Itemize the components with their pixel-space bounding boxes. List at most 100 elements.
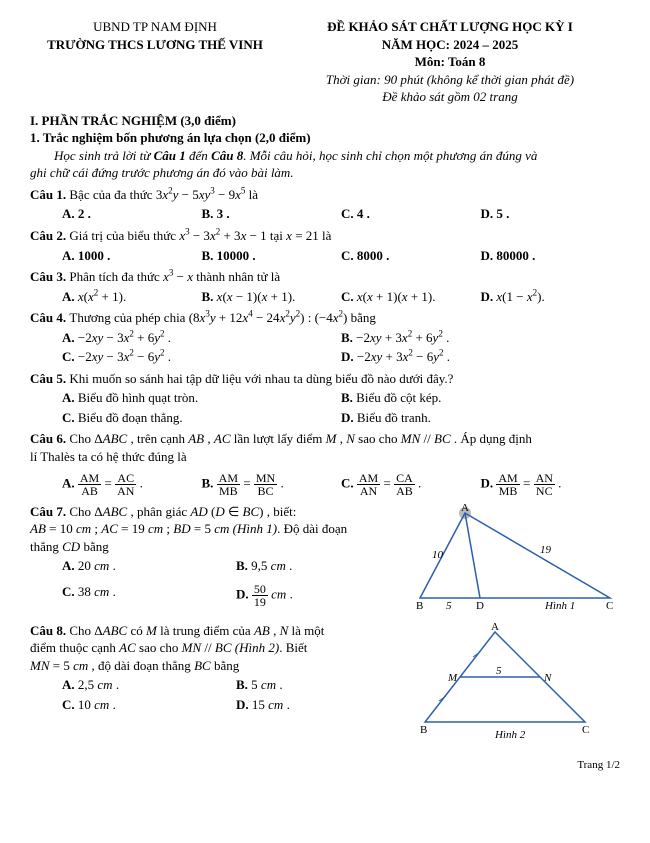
q6-D: D. AMMB = ANNC . (481, 472, 621, 497)
q3-A: A. x(x2 + 1). (62, 288, 202, 306)
q6-stem1: Cho ΔABC , trên cạnh AB , AC lần lượt lấ… (69, 431, 532, 446)
question-6: Câu 6. Cho ΔABC , trên cạnh AB , AC lần … (30, 430, 620, 448)
question-2: Câu 2. Giá trị của biểu thức x3 − 3x2 + … (30, 227, 620, 245)
q1-C: C. 4 . (341, 205, 481, 223)
q6-A: A. AMAB = ACAN . (62, 472, 202, 497)
q8-options: A. 2,5 cm . B. 5 cm . C. 10 cm . D. 15 c… (62, 674, 410, 713)
q6-A-d2: AN (115, 485, 136, 497)
q6-C-n2: CA (394, 472, 415, 485)
figure-1: A B D C 10 19 5 Hình 1 (410, 503, 620, 618)
q6-D-n1: AM (496, 472, 519, 485)
caption-1: Hình 1 (544, 600, 575, 612)
q7-line2: AB = 10 cm ; AC = 19 cm ; BD = 5 cm (Hìn… (30, 520, 410, 538)
q7-line3: thẳng CD bằng (30, 538, 410, 556)
q6-B-label: B. (202, 475, 214, 490)
q1-stem: Bậc của đa thức 3x2y − 5xy3 − 9x5 là (69, 187, 258, 202)
q4-num: Câu 4. (30, 310, 69, 325)
q1-num: Câu 1. (30, 187, 69, 202)
q2-A: A. 1000 . (62, 247, 202, 265)
question-4: Câu 4. Thương của phép chia (8x3y + 12x4… (30, 309, 620, 327)
q3-D: D. x(1 − x2). (481, 288, 621, 306)
len-mn: 5 (496, 665, 502, 677)
q3-B: B. x(x − 1)(x + 1). (202, 288, 342, 306)
q6-C-eq: = (383, 475, 390, 490)
q1-D: D. 5 . (481, 205, 621, 223)
q6-A-label: A. (62, 475, 75, 490)
q6-stem2: lí Thalès ta có hệ thức đúng là (30, 448, 620, 466)
q3-num: Câu 3. (30, 269, 69, 284)
subject: Môn: Toán 8 (280, 53, 620, 71)
q4-C: C. −2xy − 3x2 − 6y2 . (62, 348, 341, 366)
figure-1-svg: A B D C 10 19 5 Hình 1 (410, 503, 620, 618)
header: UBND TP NAM ĐỊNH TRƯỜNG THCS LƯƠNG THẾ V… (30, 18, 620, 106)
label-B: B (416, 600, 423, 612)
q8-stem1: Cho ΔABC có M là trung điểm của AB , N l… (69, 623, 324, 638)
q7-B: B. 9,5 cm . (236, 557, 410, 575)
q6-B-dot: . (280, 475, 283, 490)
instruction-line1: Học sinh trả lời từ Câu 1 đến Câu 8. Mỗi… (54, 147, 620, 165)
q6-B-d1: MB (217, 485, 240, 497)
instr-text: Học sinh trả lời từ Câu 1 đến Câu 8. Mỗi… (54, 148, 537, 163)
q4-A: A. −2xy − 3x2 + 6y2 . (62, 329, 341, 347)
q7-D: D. 5019 cm . (236, 583, 410, 608)
year: NĂM HỌC: 2024 – 2025 (280, 36, 620, 54)
q6-D-dot: . (558, 475, 561, 490)
q8-line2: điểm thuộc cạnh AC sao cho MN // BC (Hìn… (30, 639, 410, 657)
q6-A-eq: = (104, 475, 111, 490)
q3-options: A. x(x2 + 1). B. x(x − 1)(x + 1). C. x(x… (62, 288, 620, 306)
question-1: Câu 1. Bậc của đa thức 3x2y − 5xy3 − 9x5… (30, 186, 620, 204)
subsection-title: 1. Trắc nghiệm bốn phương án lựa chọn (2… (30, 129, 620, 147)
q3-C: C. x(x + 1)(x + 1). (341, 288, 481, 306)
q2-D: D. 80000 . (481, 247, 621, 265)
len-bd: 5 (446, 600, 452, 612)
caption-2: Hình 2 (494, 729, 526, 741)
q2-num: Câu 2. (30, 228, 69, 243)
q6-D-d1: MB (496, 485, 519, 497)
header-right: ĐỀ KHẢO SÁT CHẤT LƯỢNG HỌC KỲ I NĂM HỌC:… (280, 18, 620, 106)
q1-B: B. 3 . (202, 205, 342, 223)
header-left: UBND TP NAM ĐỊNH TRƯỜNG THCS LƯƠNG THẾ V… (30, 18, 280, 106)
q5-options: A. Biểu đồ hình quạt tròn. B. Biểu đồ cộ… (62, 387, 620, 426)
q6-A-dot: . (140, 475, 143, 490)
q5-B: B. Biểu đồ cột kép. (341, 389, 620, 407)
question-8: Câu 8. Cho ΔABC có M là trung điểm của A… (30, 622, 410, 742)
q7-options: A. 20 cm . B. 9,5 cm . C. 38 cm . D. 501… (62, 555, 410, 608)
q4-stem: Thương của phép chia (8x3y + 12x4 − 24x2… (69, 310, 376, 325)
figure-2: A B C M N 5 Hình 2 (410, 622, 620, 742)
q2-options: A. 1000 . B. 10000 . C. 8000 . D. 80000 … (62, 247, 620, 265)
q6-B-n1: AM (217, 472, 240, 485)
label-N: N (543, 672, 552, 684)
school: TRƯỜNG THCS LƯƠNG THẾ VINH (30, 36, 280, 54)
q6-B-eq: = (243, 475, 250, 490)
page-footer: Trang 1/2 (30, 758, 620, 773)
section-title: I. PHẦN TRẮC NGHIỆM (3,0 điểm) (30, 112, 620, 130)
q5-D: D. Biểu đồ tranh. (341, 409, 620, 427)
q6-B: B. AMMB = MNBC . (202, 472, 342, 497)
q7-line1: Câu 7. Cho ΔABC , phân giác AD (D ∈ BC) … (30, 503, 410, 521)
q2-C: C. 8000 . (341, 247, 481, 265)
q4-options: A. −2xy − 3x2 + 6y2 . B. −2xy + 3x2 + 6y… (62, 327, 620, 366)
len-ac: 19 (540, 544, 552, 556)
q6-C-n1: AM (357, 472, 380, 485)
q2-B: B. 10000 . (202, 247, 342, 265)
label-C: C (606, 600, 613, 612)
q6-A-n1: AM (78, 472, 101, 485)
q5-num: Câu 5. (30, 371, 69, 386)
q7-D-n: 50 (252, 583, 268, 596)
q6-D-label: D. (481, 475, 494, 490)
q6-D-n2: AN (534, 472, 555, 485)
q4-D: D. −2xy + 3x2 − 6y2 . (341, 348, 620, 366)
triangle-abc (420, 513, 610, 598)
question-7-row: Câu 7. Cho ΔABC , phân giác AD (D ∈ BC) … (30, 503, 620, 618)
exam-title: ĐỀ KHẢO SÁT CHẤT LƯỢNG HỌC KỲ I (280, 18, 620, 36)
q5-A: A. Biểu đồ hình quạt tròn. (62, 389, 341, 407)
q8-line3: MN = 5 cm , độ dài đoạn thẳng BC bằng (30, 657, 410, 675)
q6-B-n2: MN (254, 472, 277, 485)
q6-C-d2: AB (394, 485, 415, 497)
q7-num: Câu 7. (30, 504, 69, 519)
question-7: Câu 7. Cho ΔABC , phân giác AD (D ∈ BC) … (30, 503, 410, 618)
q7-stem1: Cho ΔABC , phân giác AD (D ∈ BC) , biết: (69, 504, 296, 519)
question-5: Câu 5. Khi muốn so sánh hai tập dữ liệu … (30, 370, 620, 388)
len-ab: 10 (432, 549, 444, 561)
q3-stem: Phân tích đa thức x3 − x thành nhân tử l… (69, 269, 280, 284)
